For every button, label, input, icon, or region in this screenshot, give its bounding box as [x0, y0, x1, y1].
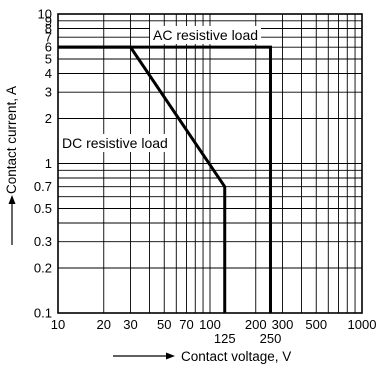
x-tick-label: 200	[245, 317, 267, 332]
y-tick-label: 2	[45, 111, 52, 126]
plot-frame	[57, 13, 363, 314]
series-label-background	[150, 26, 262, 44]
y-tick-label: 5	[45, 52, 52, 67]
series-lines	[58, 45, 272, 313]
x-tick-label: 20	[97, 317, 111, 332]
x-tick-label: 50	[157, 317, 171, 332]
series-labels: AC resistive load DC resistive load	[59, 26, 262, 152]
x-tick-label: 125	[214, 331, 236, 346]
x-tick-label: 70	[179, 317, 193, 332]
y-tick-label: 0.2	[34, 260, 52, 275]
y-axis-label: Contact current, A	[4, 86, 19, 194]
y-tick-label: 8	[45, 21, 52, 36]
y-axis-title: Contact current, A	[4, 86, 19, 245]
series-line	[58, 45, 227, 313]
x-tick-label: 30	[123, 317, 137, 332]
y-tick-label: 0.7	[34, 179, 52, 194]
series-label: DC resistive load	[62, 135, 168, 151]
y-tick-label: 10	[38, 7, 52, 22]
series-label-group: DC resistive load	[59, 134, 171, 152]
x-axis-title: Contact voltage, V	[113, 349, 291, 364]
y-tick-label: 9	[45, 13, 52, 28]
series-label-group: AC resistive load	[150, 26, 262, 44]
y-tick-label: 0.1	[34, 306, 52, 321]
x-tick-label: 250	[260, 331, 282, 346]
y-tick-label: 1	[45, 156, 52, 171]
x-axis-label: Contact voltage, V	[181, 349, 291, 364]
x-tick-label: 500	[305, 317, 327, 332]
grid	[58, 14, 362, 313]
x-tick-label: 10	[51, 317, 65, 332]
x-axis-arrow-icon	[113, 352, 175, 360]
y-tick-label: 6	[45, 40, 52, 55]
y-tick-label: 0.3	[34, 234, 52, 249]
x-tick-label: 1000	[348, 317, 376, 332]
x-tick-label: 100	[199, 317, 221, 332]
x-tick-label: 300	[272, 317, 294, 332]
y-tick-label: 4	[45, 66, 52, 81]
y-tick-label: 3	[45, 85, 52, 100]
series-label-background	[59, 134, 171, 152]
y-axis-arrow-icon	[8, 195, 16, 245]
y-tick-label: 0.5	[34, 201, 52, 216]
series-label: AC resistive load	[153, 27, 258, 43]
y-tick-label: 7	[45, 30, 52, 45]
